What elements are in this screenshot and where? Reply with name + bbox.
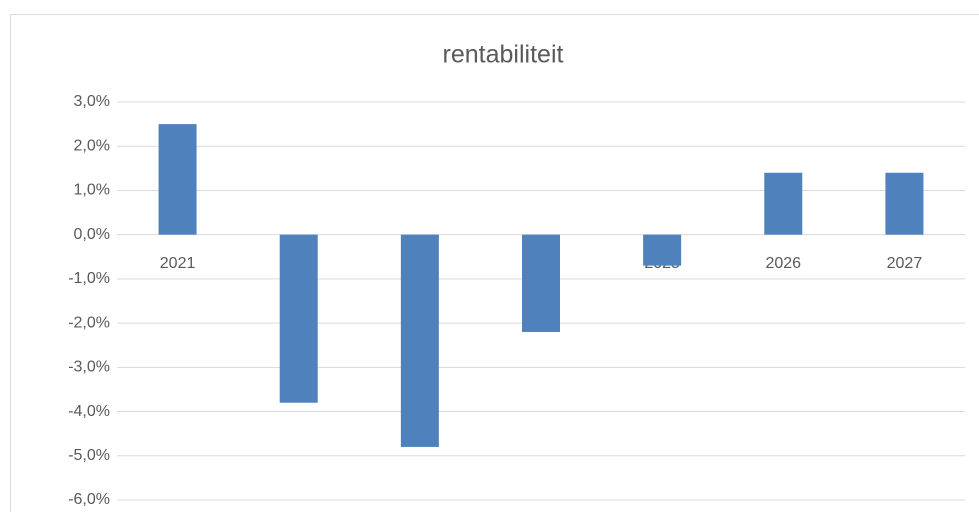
- bar: [279, 234, 318, 403]
- y-tick-label: 3,0%: [74, 93, 110, 110]
- x-tick-label: 2026: [765, 255, 801, 272]
- y-tick-label: 1,0%: [74, 182, 110, 199]
- y-tick-label: -6,0%: [68, 491, 110, 508]
- y-tick-label: 0,0%: [74, 226, 110, 243]
- x-tick-label: 2027: [887, 255, 923, 272]
- bar: [643, 234, 682, 266]
- bar: [158, 124, 197, 235]
- chart-border: [10, 14, 979, 512]
- bar: [885, 172, 924, 235]
- y-tick-label: -5,0%: [68, 447, 110, 464]
- bar: [400, 234, 439, 447]
- y-tick-label: -3,0%: [68, 359, 110, 376]
- x-tick-label: 2021: [160, 255, 196, 272]
- chart-title: rentabiliteit: [443, 41, 564, 69]
- y-tick-label: -1,0%: [68, 270, 110, 287]
- bar: [764, 172, 803, 235]
- y-tick-label: 2,0%: [74, 137, 110, 154]
- bar: [522, 234, 560, 332]
- y-tick-label: -2,0%: [68, 314, 110, 331]
- y-tick-label: -4,0%: [68, 403, 110, 420]
